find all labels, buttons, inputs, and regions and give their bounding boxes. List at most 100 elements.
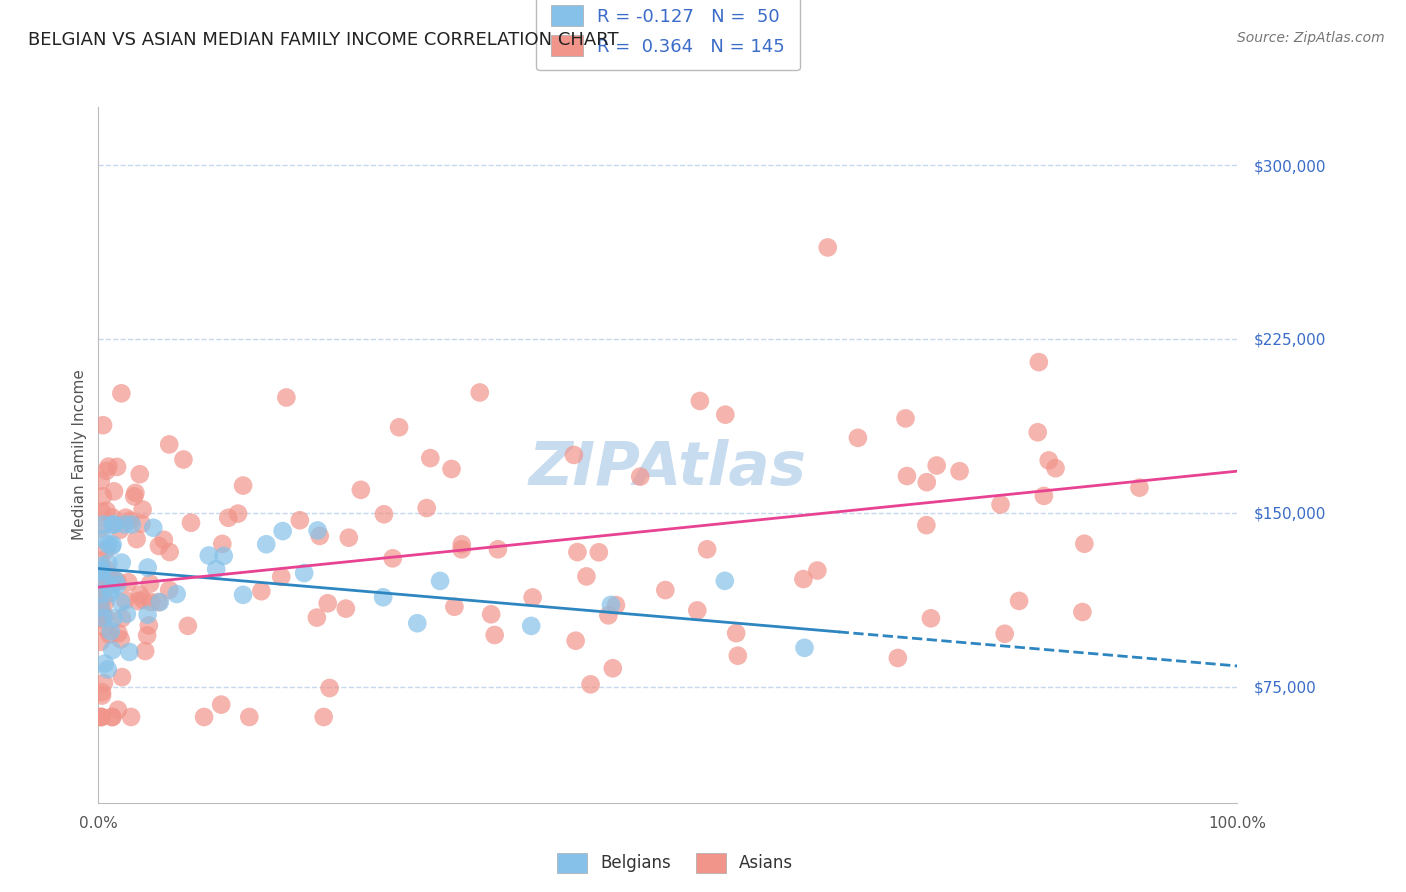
- Point: [136, 560, 159, 574]
- Point: [114, 517, 136, 532]
- Point: [318, 681, 340, 695]
- Point: [887, 651, 910, 665]
- Point: [139, 576, 162, 591]
- Point: [115, 607, 138, 621]
- Point: [91, 418, 114, 433]
- Point: [654, 583, 676, 598]
- Point: [117, 575, 139, 590]
- Point: [132, 592, 155, 607]
- Point: [792, 572, 814, 586]
- Point: [157, 582, 180, 597]
- Point: [226, 507, 249, 521]
- Point: [101, 643, 124, 657]
- Point: [1008, 594, 1031, 608]
- Point: [1026, 425, 1049, 440]
- Point: [217, 510, 239, 524]
- Point: [689, 394, 711, 409]
- Point: [305, 610, 328, 624]
- Point: [138, 618, 160, 632]
- Point: [91, 611, 114, 625]
- Point: [605, 598, 627, 612]
- Point: [90, 566, 112, 580]
- Point: [124, 485, 146, 500]
- Point: [193, 710, 215, 724]
- Point: [276, 391, 298, 405]
- Point: [388, 420, 411, 434]
- Point: [562, 448, 585, 462]
- Point: [120, 514, 142, 528]
- Point: [91, 607, 114, 622]
- Point: [101, 510, 124, 524]
- Point: [725, 626, 748, 640]
- Point: [94, 574, 117, 589]
- Point: [232, 588, 254, 602]
- Point: [600, 598, 623, 612]
- Point: [271, 524, 294, 538]
- Point: [157, 437, 180, 451]
- Point: [373, 508, 395, 522]
- Point: [100, 540, 122, 554]
- Point: [588, 545, 610, 559]
- Point: [120, 710, 142, 724]
- Point: [159, 545, 181, 559]
- Point: [110, 595, 132, 609]
- Point: [1038, 453, 1060, 467]
- Point: [114, 593, 136, 607]
- Point: [714, 574, 737, 588]
- Point: [127, 594, 149, 608]
- Point: [90, 474, 112, 488]
- Point: [110, 386, 132, 401]
- Point: [520, 619, 543, 633]
- Point: [1073, 537, 1095, 551]
- Point: [172, 452, 194, 467]
- Point: [103, 484, 125, 499]
- Point: [350, 483, 373, 497]
- Point: [419, 451, 441, 466]
- Point: [111, 611, 134, 625]
- Point: [98, 628, 121, 642]
- Point: [177, 619, 200, 633]
- Point: [1071, 605, 1094, 619]
- Point: [238, 710, 260, 724]
- Point: [104, 573, 127, 587]
- Point: [101, 537, 124, 551]
- Point: [107, 626, 129, 640]
- Point: [90, 564, 112, 578]
- Point: [948, 464, 970, 478]
- Point: [817, 240, 839, 254]
- Point: [308, 529, 330, 543]
- Text: ZIPAtlas: ZIPAtlas: [529, 440, 807, 499]
- Point: [98, 586, 121, 600]
- Point: [91, 489, 114, 503]
- Point: [131, 502, 153, 516]
- Point: [1032, 489, 1054, 503]
- Point: [111, 556, 134, 570]
- Point: [90, 559, 112, 574]
- Point: [93, 517, 115, 532]
- Point: [97, 537, 120, 551]
- Point: [896, 469, 918, 483]
- Point: [118, 645, 141, 659]
- Point: [793, 640, 815, 655]
- Point: [575, 569, 598, 583]
- Point: [806, 564, 828, 578]
- Point: [429, 574, 451, 588]
- Point: [696, 542, 718, 557]
- Point: [90, 600, 112, 615]
- Point: [103, 611, 125, 625]
- Point: [337, 531, 360, 545]
- Point: [1028, 355, 1050, 369]
- Point: [232, 478, 254, 492]
- Point: [101, 517, 124, 532]
- Point: [686, 603, 709, 617]
- Point: [110, 632, 132, 647]
- Point: [894, 411, 917, 425]
- Point: [91, 685, 114, 699]
- Point: [107, 703, 129, 717]
- Point: [103, 517, 125, 532]
- Point: [136, 607, 159, 622]
- Point: [128, 467, 150, 482]
- Point: [486, 542, 509, 557]
- Point: [602, 661, 624, 675]
- Point: [101, 576, 124, 591]
